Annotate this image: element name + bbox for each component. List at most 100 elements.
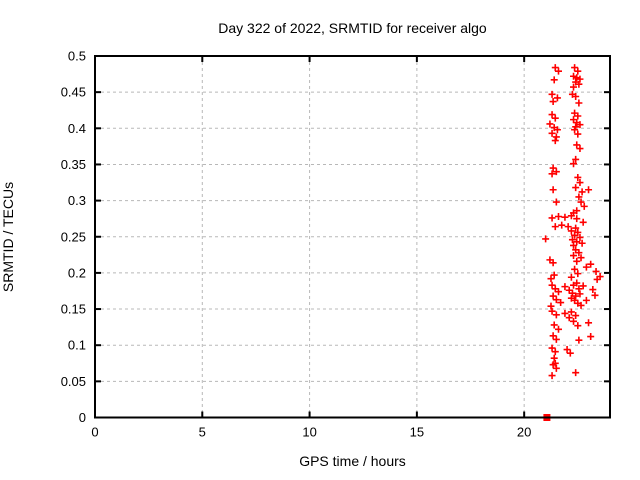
data-point-plus (570, 317, 578, 325)
data-point-plus (567, 212, 575, 220)
data-point-plus (550, 271, 558, 279)
data-point-plus (551, 114, 559, 122)
y-tick-label: 0.45 (61, 85, 86, 100)
y-tick-label: 0.35 (61, 157, 86, 172)
data-point-plus (549, 292, 557, 300)
data-point-plus (547, 275, 555, 283)
data-point-plus (572, 184, 580, 192)
data-point-plus (548, 90, 556, 98)
data-point-plus (570, 252, 578, 260)
data-point-plus (578, 239, 586, 247)
data-point-plus (580, 202, 588, 210)
y-tick-label: 0.25 (61, 229, 86, 244)
data-point-plus (582, 263, 590, 271)
y-tick-label: 0.3 (68, 193, 86, 208)
data-point-plus (572, 292, 580, 300)
data-point-plus (549, 186, 557, 194)
data-point-plus (573, 141, 581, 149)
data-point-plus (563, 346, 571, 354)
data-point-plus (577, 254, 585, 262)
data-point-plus (578, 188, 586, 196)
data-point-plus (573, 238, 581, 246)
data-point-plus (572, 369, 580, 377)
data-point-plus (547, 302, 555, 310)
data-point-plus (570, 83, 578, 91)
x-tick-label: 0 (91, 425, 98, 440)
data-point-plus (582, 296, 590, 304)
data-point-plus (549, 259, 557, 267)
data-point-plus (571, 64, 579, 72)
x-tick-label: 15 (410, 425, 424, 440)
data-point-plus (550, 321, 558, 329)
data-point-plus (565, 314, 573, 322)
data-point-plus (550, 76, 558, 84)
data-point-plus (575, 285, 583, 293)
data-point-plus (552, 335, 560, 343)
data-point-plus (591, 291, 599, 299)
data-point-plus (552, 311, 560, 319)
plot-border (94, 55, 611, 419)
data-point-plus (576, 179, 584, 187)
data-point-plus (589, 286, 597, 294)
data-point-plus (561, 213, 569, 221)
data-point-plus (571, 265, 579, 273)
data-point-plus (572, 312, 580, 320)
data-point-plus (572, 224, 580, 232)
data-point-plus (567, 308, 575, 316)
data-point-plus (568, 236, 576, 244)
data-point-plus (576, 121, 584, 129)
data-point-plus (551, 359, 559, 367)
data-point-plus (548, 307, 556, 315)
data-point-plus (592, 267, 600, 275)
data-point-plus (550, 354, 558, 362)
x-axis-title: GPS time / hours (299, 453, 406, 469)
data-point-plus (552, 168, 560, 176)
data-point-plus (575, 193, 583, 201)
data-point-plus (561, 309, 569, 317)
data-point-plus (570, 160, 578, 168)
data-point-plus (575, 99, 583, 107)
data-point-plus (575, 80, 583, 88)
grid-lines (95, 56, 610, 418)
data-point-plus (574, 112, 582, 120)
data-point-plus (555, 288, 562, 296)
data-point-plus (577, 301, 585, 309)
data-point-plus (546, 120, 554, 128)
chart-title: Day 322 of 2022, SRMTID for receiver alg… (218, 20, 487, 36)
data-point-plus (567, 273, 575, 281)
data-point-plus (566, 349, 574, 357)
data-point-plus (548, 170, 556, 178)
data-point-plus (553, 94, 561, 102)
scatter-points (542, 64, 604, 421)
data-point-plus (574, 270, 582, 278)
data-point-plus (558, 221, 566, 229)
data-point-plus (571, 231, 579, 239)
data-point-plus (555, 67, 562, 75)
data-point-plus (555, 325, 562, 333)
data-point-plus (574, 173, 582, 181)
data-point-plus (548, 344, 556, 352)
x-tick-label: 5 (199, 425, 206, 440)
data-point-plus (575, 249, 583, 257)
axes (94, 55, 611, 419)
data-point-plus (573, 215, 581, 223)
data-point-plus (551, 64, 559, 72)
data-point-plus (553, 126, 561, 134)
data-point-plus (579, 282, 587, 290)
y-tick-label: 0.05 (61, 374, 86, 389)
tick-labels: 0 0.05 0.1 0.15 0.2 0.25 0.3 0.35 0.4 0.45 0.5 0 5 10… (61, 49, 532, 440)
data-point-plus (587, 260, 595, 268)
data-point-plus (572, 155, 580, 163)
data-point-plus (576, 75, 584, 83)
data-point-plus (548, 281, 556, 289)
data-point-plus (571, 126, 579, 134)
y-tick-label: 0.1 (68, 338, 86, 353)
data-point-plus (579, 218, 587, 226)
data-point-plus (549, 98, 557, 106)
data-point-plus (593, 275, 601, 283)
y-tick-label: 0.4 (68, 121, 86, 136)
data-point-plus (577, 198, 585, 206)
data-point-plus (552, 133, 560, 141)
